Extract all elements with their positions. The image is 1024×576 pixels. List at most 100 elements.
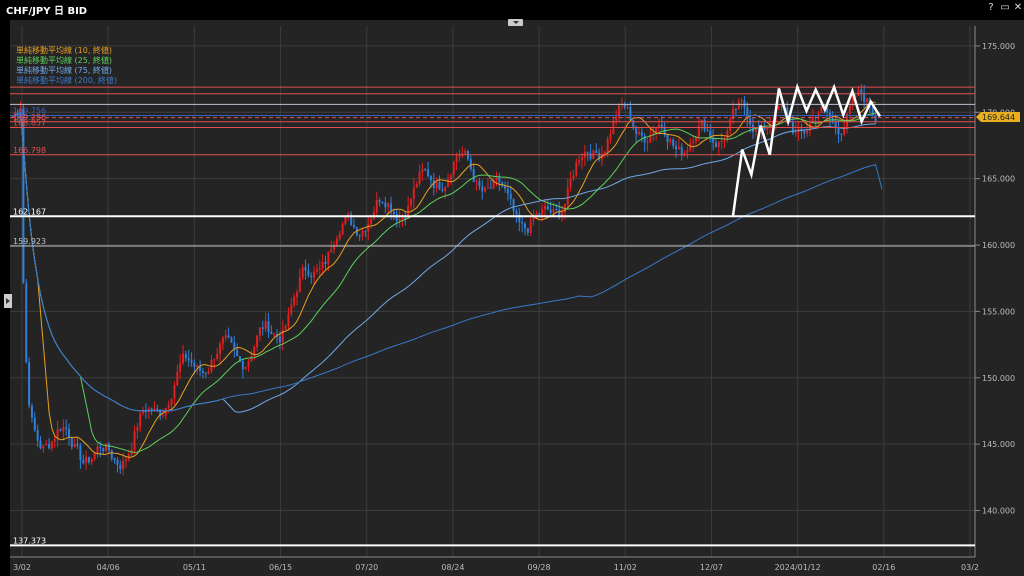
candle [449, 175, 452, 180]
candle [301, 267, 304, 278]
candle [874, 116, 877, 122]
candle [723, 140, 726, 142]
candle [310, 275, 313, 278]
candle [754, 129, 757, 132]
candle [498, 176, 501, 183]
candle [581, 157, 583, 161]
y-tick-label: 165.000 [982, 175, 1015, 184]
candle [321, 261, 324, 268]
candle [179, 362, 182, 372]
candle [298, 277, 301, 293]
candle [618, 105, 621, 117]
candle [569, 178, 572, 188]
candle [640, 132, 643, 136]
candle [489, 187, 492, 189]
candle [99, 446, 102, 449]
help-icon[interactable]: ? [988, 2, 994, 13]
candle [253, 347, 256, 357]
candle [871, 107, 874, 117]
candle [350, 214, 353, 226]
candle [666, 135, 669, 142]
candle [287, 313, 290, 327]
candle [863, 93, 866, 102]
candle [184, 353, 187, 359]
candle [227, 335, 230, 338]
horizontal-line-label: 159.923 [13, 237, 46, 246]
candle [512, 199, 515, 212]
candle [338, 234, 341, 239]
candle [93, 452, 96, 459]
candle [256, 335, 259, 348]
sma-line [11, 101, 876, 458]
candle [412, 187, 415, 199]
y-tick-label: 140.000 [982, 507, 1015, 516]
collapse-toggle-icon[interactable] [508, 19, 523, 26]
candle [766, 127, 769, 130]
candle [780, 104, 783, 107]
candle [566, 187, 569, 205]
candle [107, 443, 110, 451]
candle [811, 116, 814, 124]
candle [623, 103, 626, 108]
candle [110, 450, 113, 459]
candle [281, 329, 284, 343]
candle [814, 116, 817, 118]
candle [358, 235, 361, 237]
candle [324, 261, 327, 264]
candle [196, 365, 199, 368]
candle [133, 431, 136, 450]
candle [526, 228, 529, 233]
x-tick-label: 02/16 [872, 563, 895, 572]
candle [706, 130, 709, 132]
candle [575, 162, 578, 176]
candle [472, 169, 475, 183]
candle [82, 460, 85, 464]
candle [429, 176, 432, 181]
candle [649, 134, 652, 143]
candle [857, 89, 860, 96]
candle [504, 186, 507, 189]
legend-item: 単純移動平均線 (200, 終値) [16, 75, 117, 85]
candle [387, 203, 390, 208]
candle [840, 134, 843, 136]
candle [524, 223, 526, 229]
x-tick-label: 11/02 [614, 563, 637, 572]
restore-icon[interactable]: ▭ [1000, 2, 1010, 13]
candle [304, 267, 307, 271]
candle [518, 214, 521, 223]
candle [113, 458, 116, 460]
side-panel-toggle-icon[interactable] [4, 294, 12, 308]
candle [410, 198, 412, 206]
candle [737, 101, 740, 110]
candle [752, 124, 754, 132]
candle [278, 336, 281, 343]
y-tick-label: 155.000 [982, 307, 1015, 316]
y-tick-label: 175.000 [982, 42, 1015, 51]
horizontal-line-label: 169.286 [13, 113, 46, 122]
candle [689, 143, 692, 151]
candle [866, 98, 868, 102]
candle [558, 209, 561, 217]
candle [219, 343, 222, 354]
candle [692, 141, 695, 144]
candle [36, 430, 39, 441]
candle [415, 183, 418, 188]
candle [150, 408, 153, 411]
candle [843, 128, 846, 135]
candle [506, 188, 509, 194]
candle [538, 213, 541, 215]
candle [700, 119, 703, 126]
candle [250, 356, 253, 362]
candle [717, 141, 720, 148]
candle [50, 441, 53, 449]
candle [655, 128, 658, 133]
candle [469, 159, 472, 170]
candle [638, 132, 640, 135]
candle [461, 153, 464, 155]
close-icon[interactable]: ✕ [1013, 2, 1023, 13]
candle [353, 225, 355, 228]
candle [56, 429, 59, 439]
candle [42, 445, 45, 449]
